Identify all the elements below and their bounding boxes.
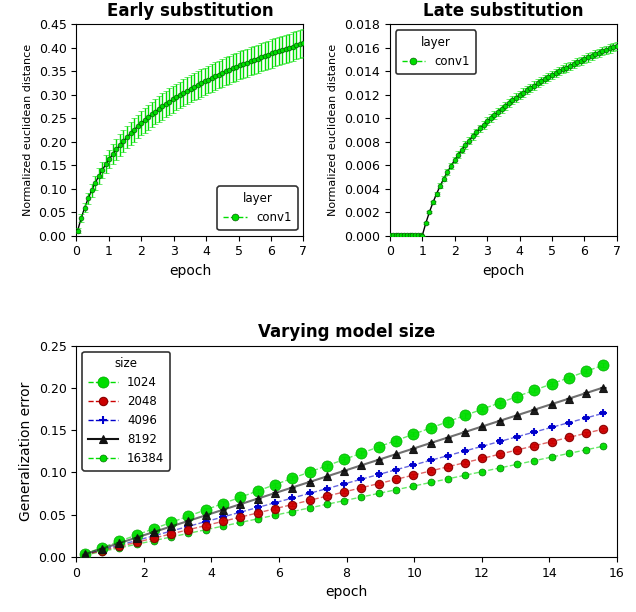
X-axis label: epoch: epoch (482, 264, 525, 278)
Y-axis label: Generalization error: Generalization error (19, 382, 33, 521)
Legend: 1024, 2048, 4096, 8192, 16384: 1024, 2048, 4096, 8192, 16384 (82, 351, 170, 471)
Legend: conv1: conv1 (396, 31, 476, 74)
Title: Late substitution: Late substitution (423, 2, 584, 20)
Title: Varying model size: Varying model size (258, 323, 435, 341)
X-axis label: epoch: epoch (169, 264, 211, 278)
Y-axis label: Normalized euclidean distance: Normalized euclidean distance (23, 44, 33, 216)
X-axis label: epoch: epoch (326, 585, 368, 599)
Y-axis label: Normalized euclidean distance: Normalized euclidean distance (329, 44, 338, 216)
Legend: conv1: conv1 (218, 186, 298, 230)
Title: Early substitution: Early substitution (107, 2, 273, 20)
